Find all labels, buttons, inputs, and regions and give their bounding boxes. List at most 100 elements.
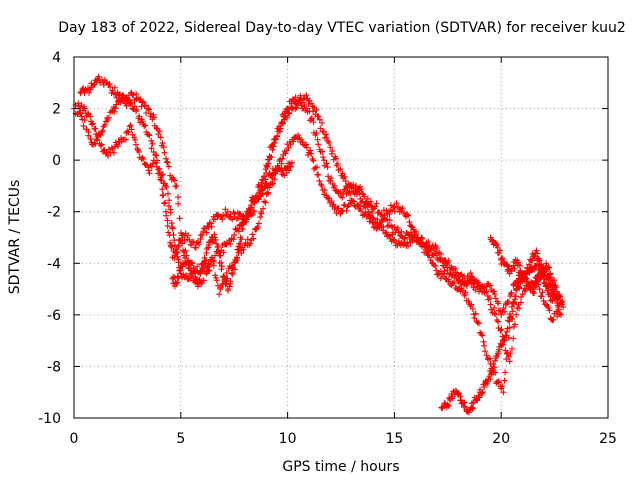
- data-point: [313, 164, 320, 171]
- data-point: [310, 108, 317, 115]
- data-point: [501, 308, 508, 315]
- data-point: [513, 311, 520, 318]
- data-point: [495, 379, 502, 386]
- data-point: [508, 303, 515, 310]
- data-point: [136, 113, 143, 120]
- data-point: [471, 315, 478, 322]
- data-point: [337, 165, 344, 172]
- data-point: [189, 271, 196, 278]
- data-point: [367, 198, 374, 205]
- data-point: [249, 231, 256, 238]
- data-point: [361, 193, 368, 200]
- data-point: [517, 268, 524, 275]
- data-point: [209, 257, 216, 264]
- data-point: [220, 273, 227, 280]
- y-tick-label: -8: [47, 359, 61, 375]
- data-point: [125, 129, 132, 136]
- data-point: [159, 171, 166, 178]
- data-point: [124, 128, 131, 135]
- data-point: [463, 279, 470, 286]
- data-point: [292, 94, 299, 101]
- data-point: [87, 135, 94, 142]
- data-point: [185, 232, 192, 239]
- data-point: [481, 384, 488, 391]
- data-point: [468, 301, 475, 308]
- data-point: [159, 140, 166, 147]
- data-point: [505, 263, 512, 270]
- data-point: [261, 198, 268, 205]
- data-point: [503, 328, 510, 335]
- data-point: [504, 325, 511, 332]
- data-point: [169, 243, 176, 250]
- data-point: [323, 134, 330, 141]
- data-point: [436, 256, 443, 263]
- data-point: [333, 155, 340, 162]
- data-point: [364, 195, 371, 202]
- data-point: [77, 110, 84, 117]
- data-point: [552, 284, 559, 291]
- data-point: [318, 182, 325, 189]
- data-point: [237, 240, 244, 247]
- data-point: [159, 186, 166, 193]
- data-point: [505, 299, 512, 306]
- data-point: [364, 212, 371, 219]
- data-point: [491, 364, 498, 371]
- y-tick-label: 2: [52, 102, 61, 118]
- data-point: [145, 131, 152, 138]
- data-point: [551, 277, 558, 284]
- data-point: [525, 268, 532, 275]
- data-points: [71, 73, 567, 416]
- data-point: [327, 177, 334, 184]
- data-point: [282, 150, 289, 157]
- data-point: [111, 108, 118, 115]
- data-point: [244, 236, 251, 243]
- data-point: [503, 332, 510, 339]
- data-point: [235, 215, 242, 222]
- data-point: [492, 295, 499, 302]
- data-point: [243, 218, 250, 225]
- data-point: [491, 310, 498, 317]
- data-point: [162, 199, 169, 206]
- series-track-d: [169, 159, 295, 294]
- data-point: [132, 108, 139, 115]
- data-point: [160, 192, 167, 199]
- data-point: [80, 122, 87, 129]
- data-point: [511, 265, 518, 272]
- data-point: [499, 341, 506, 348]
- y-tick-label: -10: [38, 411, 61, 427]
- data-point: [176, 267, 183, 274]
- data-point: [98, 128, 105, 135]
- data-point: [81, 117, 88, 124]
- y-tick-label: 0: [52, 153, 61, 169]
- data-point: [481, 284, 488, 291]
- series-track-a: [71, 92, 565, 396]
- data-point: [90, 82, 97, 89]
- data-point: [540, 273, 547, 280]
- data-point: [472, 286, 479, 293]
- data-point: [511, 321, 518, 328]
- data-point: [271, 140, 278, 147]
- data-point: [522, 275, 529, 282]
- data-point: [156, 128, 163, 135]
- data-point: [546, 264, 553, 271]
- data-point: [196, 241, 203, 248]
- data-point: [442, 275, 449, 282]
- data-point: [472, 278, 479, 285]
- data-point: [388, 222, 395, 229]
- data-point: [213, 240, 220, 247]
- data-point: [559, 298, 566, 305]
- data-point: [145, 167, 152, 174]
- data-point: [269, 181, 276, 188]
- data-point: [87, 113, 94, 120]
- data-point: [153, 163, 160, 170]
- data-point: [510, 335, 517, 342]
- data-point: [465, 298, 472, 305]
- x-axis-label: GPS time / hours: [282, 459, 399, 475]
- data-point: [319, 148, 326, 155]
- data-point: [391, 208, 398, 215]
- x-tick-label: 20: [492, 431, 510, 447]
- data-point: [155, 131, 162, 138]
- data-point: [495, 318, 502, 325]
- data-point: [139, 118, 146, 125]
- data-point: [226, 283, 233, 290]
